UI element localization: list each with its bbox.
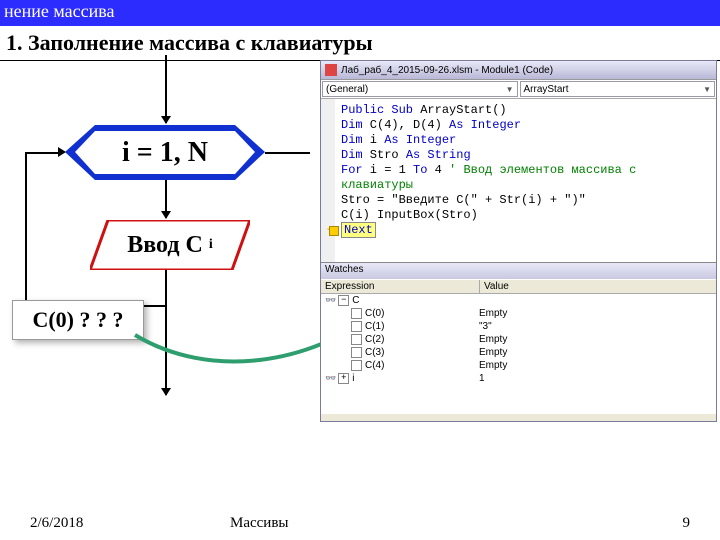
- flowchart-area: i = 1, N Ввод C i: [0, 55, 320, 435]
- line-down-from-input: [165, 270, 167, 305]
- watch-icon: 👓: [325, 373, 336, 384]
- col-value: Value: [480, 280, 716, 293]
- code-line: Stro = "Введите C(" + Str(i) + ")": [341, 193, 710, 208]
- code-dropdown-row: (General)▼ ArrayStart▼: [321, 80, 716, 99]
- window-title-bar: нение массива: [0, 0, 720, 26]
- watches-header: Expression Value: [321, 279, 716, 294]
- code-line-current: ➔ Next: [341, 223, 710, 238]
- code-window-title: Лаб_раб_4_2015-09-26.xlsm - Module1 (Cod…: [341, 65, 553, 76]
- code-line: For i = 1 To 4 ' Ввод элементов массива …: [341, 163, 710, 193]
- code-line: Public Sub ArrayStart(): [341, 103, 710, 118]
- input-block: Ввод C i: [90, 220, 250, 270]
- watch-icon: 👓: [325, 295, 336, 306]
- leaf-icon: [351, 334, 362, 345]
- leaf-icon: [351, 321, 362, 332]
- line-exit-h: [265, 152, 310, 154]
- loop-hexagon: i = 1, N: [65, 125, 265, 180]
- arrow-exit-down: [165, 305, 167, 395]
- watches-body: 👓−C C(0)Empty C(1)"3" C(2)Empty C(3)Empt…: [321, 294, 716, 414]
- watch-row[interactable]: C(4)Empty: [321, 359, 716, 372]
- watch-row[interactable]: 👓+i1: [321, 372, 716, 385]
- watch-row[interactable]: 👓−C: [321, 294, 716, 307]
- watch-row[interactable]: C(3)Empty: [321, 346, 716, 359]
- leaf-icon: [351, 347, 362, 358]
- leaf-icon: [351, 360, 362, 371]
- breakpoint-icon: [329, 226, 339, 236]
- footer-title: Массивы: [230, 515, 650, 532]
- expand-icon[interactable]: +: [338, 373, 349, 384]
- procedure-dropdown[interactable]: ArrayStart▼: [520, 81, 716, 97]
- vba-code-window: Лаб_раб_4_2015-09-26.xlsm - Module1 (Cod…: [320, 60, 717, 422]
- watch-row[interactable]: C(2)Empty: [321, 333, 716, 346]
- footer-page: 9: [650, 515, 690, 532]
- arrow-hex-to-input: [165, 180, 167, 218]
- code-line: Dim i As Integer: [341, 133, 710, 148]
- object-dropdown[interactable]: (General)▼: [322, 81, 518, 97]
- arrowhead-loop-back: [58, 147, 66, 157]
- expand-icon[interactable]: −: [338, 295, 349, 306]
- col-expression: Expression: [321, 280, 480, 293]
- vba-icon: [325, 64, 337, 76]
- leaf-icon: [351, 308, 362, 319]
- chevron-down-icon: ▼: [506, 85, 514, 94]
- code-line: C(i) InputBox(Stro): [341, 208, 710, 223]
- watches-title: Watches: [321, 263, 716, 279]
- loop-label: i = 1, N: [65, 125, 265, 180]
- arrow-into-loop: [165, 55, 167, 123]
- footer-date: 2/6/2018: [30, 515, 230, 532]
- code-line: Dim C(4), D(4) As Integer: [341, 118, 710, 133]
- code-window-titlebar: Лаб_раб_4_2015-09-26.xlsm - Module1 (Cod…: [321, 61, 716, 80]
- chevron-down-icon: ▼: [703, 85, 711, 94]
- input-label: Ввод C i: [90, 220, 250, 270]
- watches-panel: Watches Expression Value 👓−C C(0)Empty C…: [321, 262, 716, 414]
- slide-footer: 2/6/2018 Массивы 9: [0, 515, 720, 532]
- code-line: Dim Stro As String: [341, 148, 710, 163]
- line-loop-back-v: [25, 152, 27, 307]
- c0-callout: С(0) ? ? ?: [12, 300, 144, 340]
- watch-row[interactable]: C(0)Empty: [321, 307, 716, 320]
- watch-row[interactable]: C(1)"3": [321, 320, 716, 333]
- code-editor[interactable]: Public Sub ArrayStart() Dim C(4), D(4) A…: [321, 99, 716, 262]
